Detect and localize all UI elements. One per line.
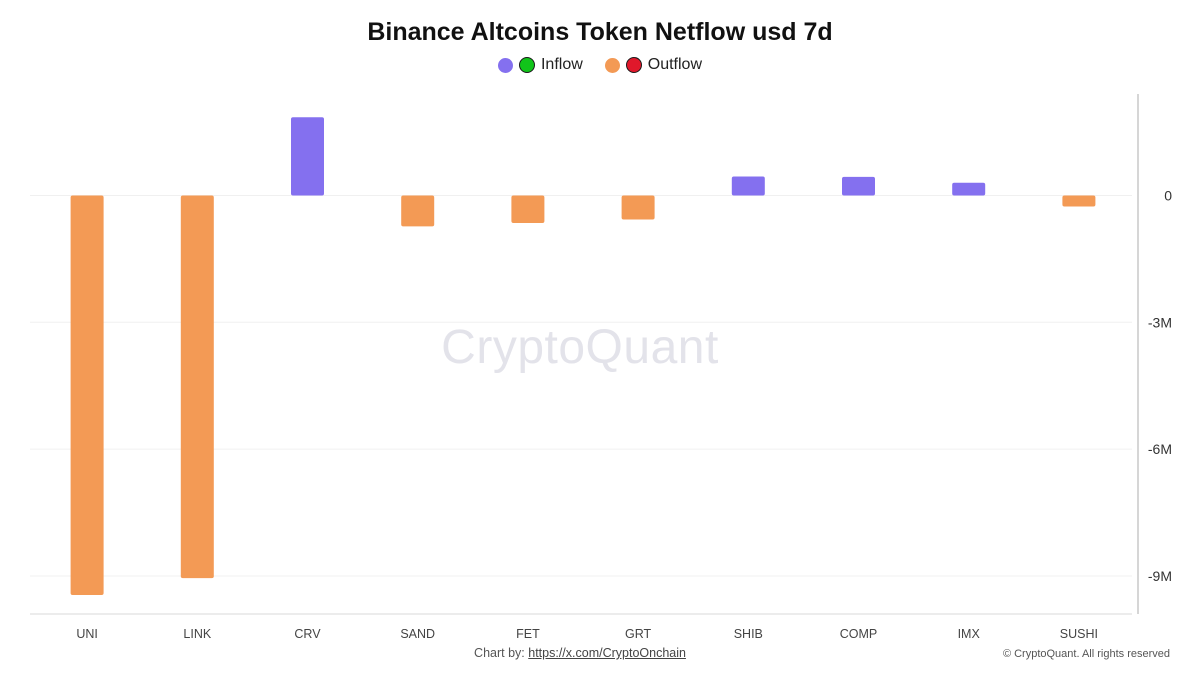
legend-swatch-inflow-primary: [497, 57, 513, 73]
bar-uni[interactable]: [70, 195, 104, 595]
x-tick-label: IMX: [958, 627, 981, 641]
bar-shib[interactable]: [731, 176, 765, 196]
legend-item-outflow[interactable]: Outflow: [604, 56, 703, 74]
x-tick-label: GRT: [625, 627, 652, 641]
y-tick-label: -9M: [1148, 568, 1172, 584]
x-tick-label: UNI: [76, 627, 98, 641]
bar-imx[interactable]: [952, 182, 986, 196]
bar-crv[interactable]: [291, 117, 324, 196]
bars: [70, 117, 1096, 595]
watermark: CryptoQuant: [441, 321, 719, 374]
chart-footer: Chart by: https://x.com/CryptoOnchain: [0, 646, 1160, 660]
footer-link[interactable]: https://x.com/CryptoOnchain: [528, 646, 686, 660]
legend-label-inflow: Inflow: [540, 56, 583, 73]
y-tick-label: -3M: [1148, 314, 1172, 330]
y-tick-label: 0: [1164, 187, 1172, 203]
x-tick-label: LINK: [183, 627, 211, 641]
legend-swatch-outflow-secondary: [625, 57, 642, 73]
x-tick-label: COMP: [840, 627, 878, 641]
bar-sushi[interactable]: [1062, 195, 1096, 207]
bar-comp[interactable]: [842, 176, 875, 196]
x-tick-label: SAND: [400, 627, 435, 641]
legend-swatch-inflow-secondary: [518, 57, 535, 73]
x-tick-label: SHIB: [734, 627, 763, 641]
bar-sand[interactable]: [401, 195, 435, 227]
legend-item-inflow[interactable]: Inflow: [497, 56, 583, 74]
x-tick-labels: UNI LINK CRV SAND FET GRT SHIB COMP IMX SUSHI: [76, 627, 1098, 641]
y-tick-label: -6M: [1148, 441, 1172, 457]
legend-swatch-outflow-primary: [604, 57, 620, 73]
copyright-notice: © CryptoQuant. All rights reserved: [1002, 648, 1170, 660]
x-tick-label: SUSHI: [1060, 627, 1098, 641]
chart-legend: Inflow Outflow: [0, 56, 1200, 74]
x-tick-label: CRV: [294, 627, 321, 641]
bar-link[interactable]: [180, 195, 214, 579]
bar-grt[interactable]: [621, 195, 655, 220]
bar-fet[interactable]: [511, 195, 545, 223]
y-tick-labels: 0 -3M -6M -9M: [1148, 187, 1172, 583]
chart-title: Binance Altcoins Token Netflow usd 7d: [367, 18, 833, 46]
footer-prefix: Chart by:: [474, 646, 525, 660]
x-tick-label: FET: [516, 627, 540, 641]
legend-label-outflow: Outflow: [647, 56, 703, 73]
